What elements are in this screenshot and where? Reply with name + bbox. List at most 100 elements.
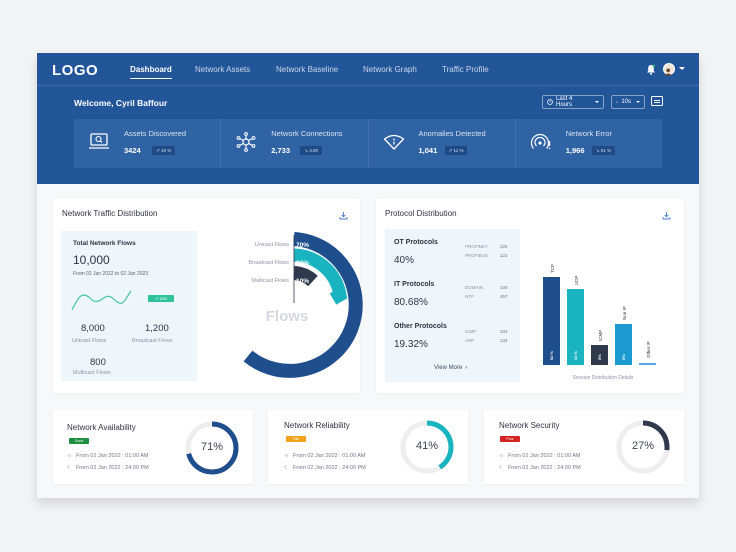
protocol-count: 100 [500,285,508,290]
card-title: Network Security [499,421,560,430]
card-title: Protocol Distribution [385,209,457,218]
time-range-select[interactable]: Last 4 Hours [542,95,604,109]
card-title: Network Traffic Distribution [62,209,158,218]
total-flows-date-range: From 02 Jan 2022 to 02 Jan 2023 [73,271,149,277]
stat-value: 2,733 [271,146,291,155]
moon-icon: ☾ [499,465,504,471]
svg-text:Session Distribution Details: Session Distribution Details [573,375,634,381]
flows-radial-chart: 70% 20% 10% Unicast Flows Broadcast Flow… [243,232,363,378]
nav-traffic-profile[interactable]: Traffic Profile [442,65,489,74]
moon-icon: ☾ [284,465,289,471]
to-time-label: From 02 Jan 2022 : 24:00 PM [507,465,581,471]
it-protocols-label: IT Protocols [394,281,435,288]
to-time: ☾ From 02 Jan 2022 : 24:00 PM [284,465,366,471]
bell-icon[interactable] [646,64,656,75]
chevron-right-icon: › [465,365,468,371]
svg-text:5%: 5% [597,354,602,360]
to-time-label: From 02 Jan 2022 : 24:00 PM [75,465,149,471]
protocol-distribution-card: Protocol Distribution OT Protocols 40% P… [376,199,684,393]
signal-error-icon [530,133,551,150]
stat-value: 1,041 [418,146,438,155]
it-protocols-pct: 80.68% [394,297,428,308]
trend-badge: ↗ 16% [148,295,174,302]
stat-value: 3424 [124,146,141,155]
monitor-icon[interactable] [651,96,663,106]
total-flows-panel: Total Network Flows 10,000 From 02 Jan 2… [61,231,197,381]
download-icon[interactable] [339,211,348,220]
nav-network-assets[interactable]: Network Assets [195,65,251,74]
nav-network-graph[interactable]: Network Graph [363,65,417,74]
from-time-label: From 02 Jan 2022 : 01:00 AM [76,453,149,459]
stat-network-connections[interactable]: Network Connections 2,733 ↘ 3.00 [221,119,369,168]
sun-icon: ☼ [284,453,290,459]
stat-label: Anomalies Detected [418,129,486,138]
protocol-count: 325 [500,244,508,249]
total-flows-label: Total Network Flows [73,240,136,247]
svg-text:Multicast Flows: Multicast Flows [251,278,289,284]
card-title: Network Reliability [284,421,350,430]
svg-text:Unicast Flows: Unicast Flows [255,242,289,248]
svg-text:33 %: 33 % [573,350,578,360]
svg-text:52 %: 52 % [549,350,554,360]
protocol-name: DOMAIN [465,285,483,290]
session-distribution-bar-chart: TCP UDP ICMP Non IP Other IP 52 % 33 % 5… [543,264,656,381]
reliability-pct: 41% [415,440,439,452]
stat-value: 1,966 [565,146,585,155]
stat-network-error[interactable]: Network Error 1,966 ↘ 01 % [516,119,662,168]
svg-text:TCP: TCP [550,264,555,273]
stat-delta: ↗ 16 % [152,146,176,155]
multicast-label: Multicast Flows [73,370,111,376]
broadcast-value: 1,200 [145,323,169,334]
stat-delta: ↘ 01 % [591,146,616,155]
chevron-down-icon [636,101,640,103]
total-flows-value: 10,000 [73,253,110,267]
logo[interactable]: LOGO [52,62,99,79]
view-more-link[interactable]: View More › [434,365,467,371]
status-badge: Poor [500,436,520,442]
svg-text:20%: 20% [296,260,309,267]
svg-text:Other IP: Other IP [646,341,651,358]
svg-text:10%: 10% [296,278,309,285]
network-reliability-card: Network Reliability Fair ☼ From 02 Jan 20… [268,410,468,484]
protocol-name: PROFINET [465,244,488,249]
avatar[interactable] [663,63,675,76]
stat-anomalies-detected[interactable]: Anomalies Detected 1,041 ↗ 11 % [369,119,516,168]
ot-protocols-label: OT Protocols [394,239,438,246]
sun-icon: ☼ [67,453,73,459]
refresh-interval-select[interactable]: 10s [611,95,645,109]
traffic-distribution-card: Network Traffic Distribution Total Netwo… [53,199,363,393]
chevron-down-icon [595,101,599,103]
unicast-label: Unicast Flows [72,338,107,344]
clock-icon [547,99,553,105]
reliability-gauge [400,420,454,474]
nav-dashboard[interactable]: Dashboard [130,65,172,79]
protocol-summary-panel: OT Protocols 40% PROFINET 325 PROFIBUS 1… [385,229,520,382]
stats-bar: Assets Discovered 3424 ↗ 16 % Network Co… [74,119,662,168]
to-time: ☾ From 02 Jan 2022 : 24:00 PM [67,465,149,471]
to-time: ☾ From 02 Jan 2022 : 24:00 PM [499,465,581,471]
svg-text:ICMP: ICMP [598,330,603,341]
protocol-count: 134 [500,338,508,343]
download-icon[interactable] [662,211,671,220]
sun-icon: ☼ [499,453,505,459]
stat-label: Network Connections [271,129,343,138]
availability-pct: 71% [200,441,224,453]
svg-text:Broadcast Flows: Broadcast Flows [248,260,289,266]
from-time: ☼ From 02 Jan 2022 : 01:00 AM [499,453,581,459]
from-time-label: From 02 Jan 2022 : 01:00 AM [293,453,366,459]
from-time-label: From 02 Jan 2022 : 01:00 AM [508,453,581,459]
broadcast-label: Broadcast Flows [132,338,173,344]
dashboard-window: LOGO Dashboard Network Assets Network Ba… [37,53,699,498]
status-badge: Fair [286,436,306,442]
header-banner: LOGO Dashboard Network Assets Network Ba… [37,53,699,184]
welcome-text: Welcome, Cyril Baffour [74,98,168,108]
status-badge: Good [69,438,89,444]
nav-network-baseline[interactable]: Network Baseline [276,65,339,74]
protocol-name: PROFIBUS [465,253,489,258]
unicast-value: 8,000 [81,323,105,334]
stat-delta: ↘ 3.00 [300,146,323,155]
protocol-name: ICMP [465,329,477,334]
stat-delta: ↗ 11 % [444,146,468,155]
stat-assets-discovered[interactable]: Assets Discovered 3424 ↗ 16 % [74,119,222,168]
profile-menu-chevron-icon[interactable] [679,67,685,70]
